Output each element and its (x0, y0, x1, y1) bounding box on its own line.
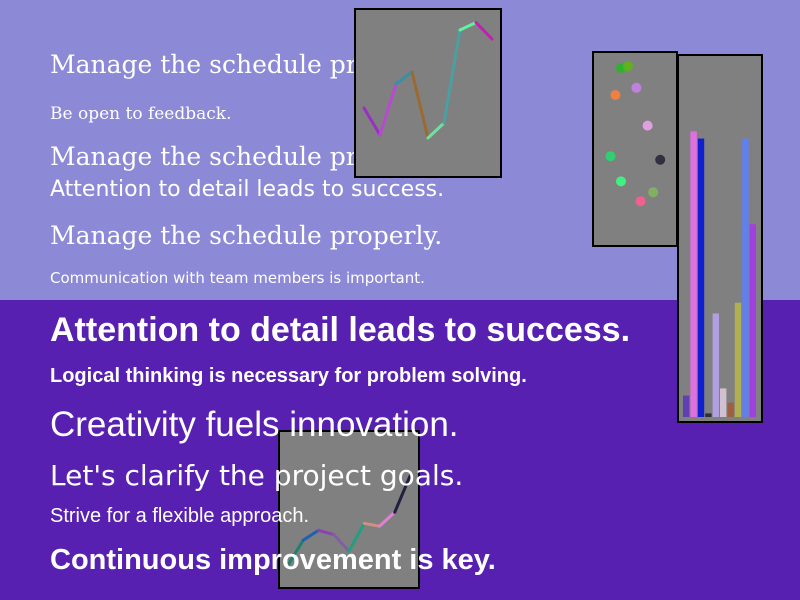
text-line-6: Communication with team members is impor… (50, 269, 425, 287)
scatter-point (610, 90, 621, 100)
line-segment (362, 106, 382, 137)
line-chart-bottom (278, 430, 420, 589)
line-segment (474, 21, 494, 41)
text-line-12: Continuous improvement is key. (50, 544, 496, 576)
text-line-10: Let's clarify the project goals. (50, 459, 464, 492)
text-line-4: Attention to detail leads to success. (50, 177, 445, 202)
bar (705, 413, 712, 417)
line-segment (393, 474, 412, 514)
text-line-11: Strive for a flexible approach. (50, 505, 310, 527)
bar (683, 395, 690, 417)
line-segment (286, 538, 305, 567)
bar (712, 313, 719, 417)
scatter-chart (592, 51, 678, 247)
line-segment (410, 70, 430, 140)
line-segment (442, 28, 462, 125)
scatter-point (642, 120, 653, 131)
bar (734, 302, 742, 417)
line-segment (378, 510, 397, 528)
scatter-point (605, 151, 616, 162)
text-line-7: Attention to detail leads to success. (50, 311, 631, 349)
bar (690, 131, 697, 417)
line-segment (426, 121, 446, 140)
line-segment (378, 82, 398, 137)
line-segment (317, 528, 336, 537)
line-segment (458, 21, 478, 32)
line-segment (347, 521, 366, 553)
text-line-5: Manage the schedule properly. (50, 221, 443, 250)
bar (749, 224, 756, 417)
line-segment (332, 533, 351, 553)
scatter-point (635, 196, 646, 207)
line-chart-top (354, 8, 502, 178)
bar (720, 388, 727, 417)
text-line-8: Logical thinking is necessary for proble… (50, 365, 527, 387)
bar-chart (677, 54, 763, 423)
bar (727, 402, 734, 417)
scatter-point (655, 154, 666, 165)
bar (742, 138, 749, 417)
scatter-point (616, 176, 626, 187)
line-segment (301, 528, 320, 542)
line-segment (362, 521, 381, 528)
scatter-point (648, 187, 659, 198)
scatter-point (623, 61, 633, 72)
bar (697, 138, 705, 417)
text-line-9: Creativity fuels innovation. (50, 405, 459, 444)
scatter-point (631, 82, 642, 93)
line-segment (394, 70, 414, 86)
text-line-2: Be open to feedback. (50, 104, 232, 124)
